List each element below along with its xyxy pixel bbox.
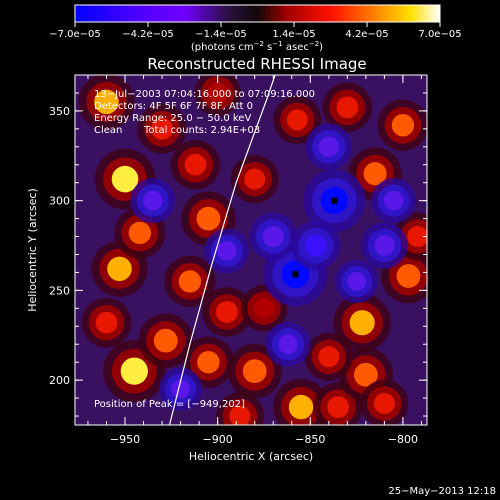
image-blob — [318, 346, 340, 368]
x-axis-label: Heliocentric X (arcsec) — [189, 450, 313, 463]
image-blob — [196, 206, 221, 231]
x-tick-label: −800 — [388, 433, 418, 446]
chart-title: Reconstructed RHESSI Image — [147, 55, 366, 73]
x-tick-label: −900 — [203, 433, 233, 446]
colorbar — [74, 4, 441, 23]
footer-timestamp: 25−May−2013 12:18 — [388, 486, 496, 497]
image-blob — [353, 362, 378, 387]
image-blob — [363, 162, 387, 186]
image-blob — [151, 117, 173, 140]
image-blob — [288, 394, 314, 420]
annotation-method: Clean — [94, 125, 122, 136]
image-blob — [111, 165, 139, 193]
image-blob — [374, 235, 395, 256]
colorbar-tick-label: 4.2e−05 — [345, 29, 388, 40]
colorbar-ticks: −7.0e−05 −4.2e−05 −1.4e−05 1.4e−05 4.2e−05 7.… — [49, 22, 462, 40]
image-blob — [396, 264, 421, 288]
image-blob — [217, 241, 237, 261]
image-blob — [229, 405, 251, 425]
colorbar-tick-label: −7.0e−05 — [49, 29, 101, 40]
y-tick-label: 200 — [49, 374, 70, 387]
y-tick-label: 250 — [49, 284, 70, 297]
image-blob — [327, 396, 349, 418]
image-blob — [94, 89, 119, 115]
image-blob — [336, 96, 359, 119]
image-blob — [373, 392, 395, 414]
image-blob — [107, 256, 132, 282]
image-blob — [318, 136, 339, 157]
x-tick-label: −950 — [110, 433, 140, 446]
image-blob — [244, 168, 266, 190]
image-blob — [120, 357, 148, 385]
image-blob — [207, 82, 228, 104]
peak-marker — [292, 271, 299, 278]
image-blob — [178, 270, 202, 293]
image-blob — [184, 153, 207, 176]
image-blob — [197, 350, 220, 374]
image-blob — [383, 190, 404, 211]
image-blob — [262, 226, 284, 248]
axis-ticks: −950 −900 −850 −800 200 250 300 350 — [49, 74, 427, 446]
annotation-counts: Total counts: 2.94E+03 — [143, 125, 260, 136]
image-blob — [216, 301, 238, 323]
image-blob — [286, 109, 308, 131]
y-tick-label: 350 — [49, 105, 70, 118]
image-blob — [143, 190, 163, 211]
image-blob — [253, 298, 275, 319]
image-blob — [407, 226, 427, 248]
image-blob — [278, 334, 298, 355]
annotation-time: 13−Jul−2003 07:04:16.000 to 07:09:16.000 — [94, 89, 315, 100]
colorbar-tick-label: −1.4e−05 — [195, 29, 247, 40]
solar-limb-curve — [168, 75, 276, 425]
annotation-energy: Energy Range: 25.0 − 50.0 keV — [94, 113, 251, 124]
colorbar-tick-label: 1.4e−05 — [272, 29, 315, 40]
y-tick-label: 300 — [49, 195, 70, 208]
plot-frame — [74, 74, 428, 426]
colorbar-tick-label: −4.2e−05 — [122, 29, 174, 40]
image-blob — [128, 221, 152, 245]
image-blob — [171, 379, 191, 399]
annotation-detectors: Detectors: 4F 5F 6F 7F 8F, Att 0 — [94, 101, 253, 112]
colorbar-units: (photons cm−2 s−1 asec−2) — [191, 40, 323, 53]
image-blob — [242, 359, 267, 384]
image-blob — [347, 271, 367, 291]
annotation-peak: Position of Peak = [−949,202] — [94, 399, 245, 410]
image-blob — [349, 310, 375, 336]
image-blob — [153, 328, 178, 353]
y-axis-label: Heliocentric Y (arcsec) — [26, 188, 39, 312]
image-blobs — [78, 75, 427, 425]
x-tick-label: −850 — [295, 433, 325, 446]
image-blob — [304, 234, 327, 257]
colorbar-tick-label: 7.0e−05 — [418, 29, 461, 40]
image-blob — [391, 114, 415, 137]
image-blob — [95, 311, 118, 334]
peak-marker — [331, 197, 338, 204]
peak-markers — [292, 197, 338, 278]
